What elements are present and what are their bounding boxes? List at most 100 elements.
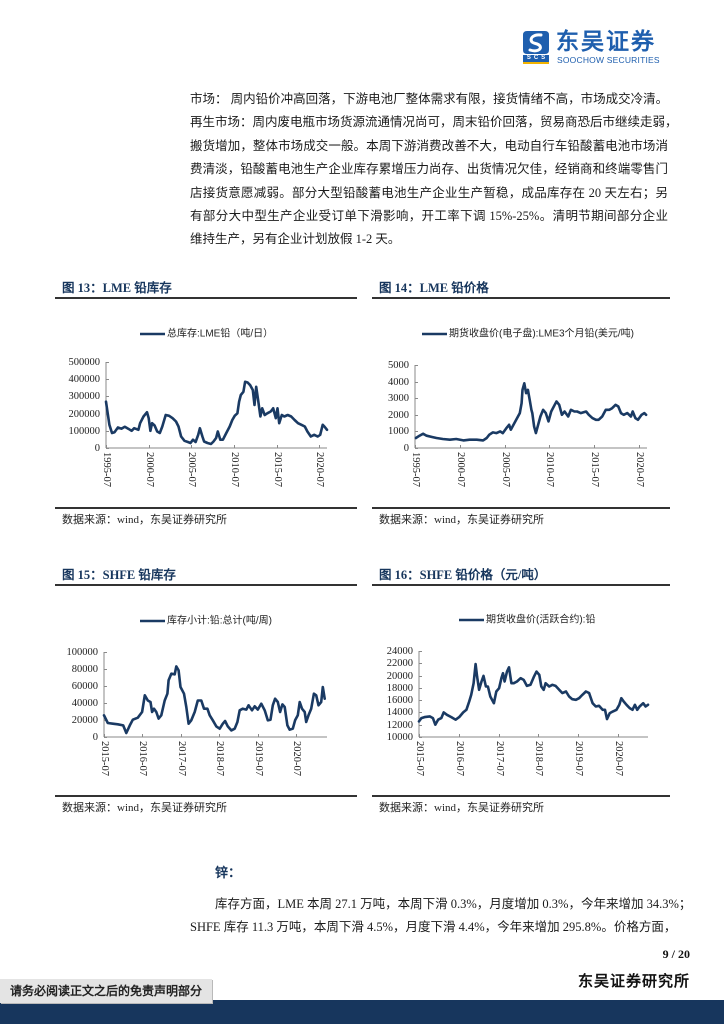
disclaimer-notice: 请务必阅读正文之后的免责声明部分	[0, 979, 212, 1003]
x-tick-label: 2010-07	[229, 452, 240, 487]
y-tick-label: 0	[93, 732, 98, 743]
x-tick-label: 2020-07	[314, 452, 325, 487]
x-tick-label: 2020-07	[291, 741, 302, 776]
x-tick-label: 1995-07	[101, 452, 112, 487]
y-tick-label: 0	[95, 443, 100, 454]
x-tick-label: 2018-07	[214, 741, 225, 776]
x-tick-label: 2019-07	[573, 741, 584, 776]
x-tick-label: 2015-07	[414, 741, 425, 776]
figure-source: 数据来源：wind，东吴证券研究所	[62, 514, 227, 526]
legend-label: 总库存:LME铅（吨/日）	[167, 327, 273, 340]
shfe-lead-inventory-chart: 库存小计:铅:总计(吨/周) 0 20000 40000 60000 80000 10000…	[67, 614, 327, 776]
data-series-line	[102, 665, 327, 735]
figure-source: 数据来源：wind，东吴证券研究所	[62, 802, 227, 814]
x-tick-label: 2015-07	[99, 741, 110, 776]
y-tick-label: 300000	[69, 391, 101, 402]
figure-source: 数据来源：wind，东吴证券研究所	[379, 802, 544, 814]
y-tick-label: 100000	[67, 647, 99, 658]
footer-org-name: 东吴证券研究所	[577, 974, 690, 990]
figure-source: 数据来源：wind，东吴证券研究所	[379, 514, 544, 526]
y-tick-label: 100000	[69, 426, 101, 437]
y-tick-label: 80000	[72, 664, 98, 675]
page-number: 9 / 20	[662, 947, 690, 961]
x-tick-label: 2020-07	[613, 741, 624, 776]
y-tick-label: 20000	[72, 715, 98, 726]
figure-title-rule	[55, 584, 357, 586]
chart-legend: 期货收盘价(活跃合约):铅	[459, 613, 595, 626]
x-tick-label: 2020-07	[634, 452, 645, 487]
chart-legend: 库存小计:铅:总计(吨/周)	[140, 614, 272, 627]
paragraph-line: 维持生产，另有企业计划放假 1-2 天。	[190, 232, 401, 247]
figure-15-panel: 图 15：SHFE 铅库存 库存小计:铅:总计(吨/周) 0 20000 40000 6…	[55, 565, 357, 825]
soochow-logo-icon	[523, 31, 549, 54]
y-tick-label: 500000	[69, 357, 101, 368]
lead-market-paragraph: 市场： 周内铅价冲高回落，下游电池厂整体需求有限，接货情绪不高，市场成交冷清。 …	[190, 88, 678, 252]
paragraph-line: 费清淡，铅酸蓄电池生产企业库存累增压力尚存、出货情况欠佳，经销商和终端零售门	[190, 162, 668, 177]
x-tick-label: 2015-07	[589, 452, 600, 487]
y-tick-label: 200000	[69, 409, 101, 420]
x-tick-label: 2017-07	[494, 741, 505, 776]
y-tick-label: 2000	[388, 410, 409, 421]
figure-13-panel: 图 13：LME 铅库存 总库存:LME铅（吨/日） 0 100000 200000 3…	[55, 278, 357, 538]
y-tick-label: 40000	[72, 698, 98, 709]
y-tick-label: 0	[404, 443, 409, 454]
figure-title: 图 15：SHFE 铅库存	[62, 568, 176, 582]
figure-title-rule	[372, 584, 670, 586]
paragraph-line: 库存方面，LME 本周 27.1 万吨，本周下滑 0.3%，月度增加 0.3%，…	[215, 897, 692, 911]
x-tick-label: 2000-07	[144, 452, 155, 487]
x-tick-label: 2016-07	[454, 741, 465, 776]
data-series-line	[414, 381, 648, 442]
logo-badge: SCS	[523, 55, 549, 62]
zinc-paragraph: 库存方面，LME 本周 27.1 万吨，本周下滑 0.3%，月度增加 0.3%，…	[190, 893, 692, 940]
y-tick-label: 24000	[387, 646, 413, 657]
y-tick-label: 10000	[387, 732, 413, 743]
y-tick-label: 3000	[388, 393, 409, 404]
figure-title: 图 16：SHFE 铅价格（元/吨）	[379, 568, 547, 582]
x-tick-label: 2015-07	[272, 452, 283, 487]
data-series-line	[104, 380, 329, 446]
y-tick-label: 22000	[387, 658, 413, 669]
legend-label: 库存小计:铅:总计(吨/周)	[167, 614, 272, 627]
y-tick-label: 60000	[72, 681, 98, 692]
paragraph-line: SHFE 库存 11.3 万吨，本周下滑 4.5%，月度下滑 4.4%，今年来增…	[190, 920, 677, 935]
zinc-section-heading: 锌：	[215, 865, 242, 880]
y-tick-label: 16000	[387, 695, 413, 706]
x-tick-label: 2017-07	[176, 741, 187, 776]
figure-16-panel: 图 16：SHFE 铅价格（元/吨） 期货收盘价(活跃合约):铅 10000 120…	[372, 565, 670, 825]
figure-title: 图 13：LME 铅库存	[62, 281, 172, 295]
figure-14-panel: 图 14：LME 铅价格 期货收盘价(电子盘):LME3个月铅(美元/吨) 0 10…	[372, 278, 670, 538]
figure-title-rule	[55, 297, 357, 299]
lme-lead-price-chart: 期货收盘价(电子盘):LME3个月铅(美元/吨) 0 1000 2000 3000 400…	[388, 327, 648, 487]
paragraph-line: 市场： 周内铅价冲高回落，下游电池厂整体需求有限，接货情绪不高，市场成交冷清。	[190, 92, 669, 106]
paragraph-line: 再生市场：周内废电瓶市场货源流通情况尚可，周末铅价回落，贸易商恐后市继续走弱，	[190, 115, 678, 130]
x-tick-label: 2000-07	[455, 452, 466, 487]
x-tick-label: 1995-07	[410, 452, 421, 487]
y-tick-label: 12000	[387, 720, 413, 731]
paragraph-line: 搬货增加，整体市场成交一般。本周下游消费改善不大，电动自行车铅酸蓄电池市场消	[190, 138, 668, 153]
y-tick-label: 4000	[388, 377, 409, 388]
chart-legend: 期货收盘价(电子盘):LME3个月铅(美元/吨)	[422, 327, 634, 340]
logo-accent-bar	[523, 62, 549, 64]
legend-label: 期货收盘价(电子盘):LME3个月铅(美元/吨)	[449, 327, 634, 340]
x-tick-label: 2019-07	[253, 741, 264, 776]
footer-band	[0, 1000, 724, 1024]
data-series-line	[417, 662, 650, 726]
soochow-securities-logo: SCS 东吴证券 SOOCHOW SECURITIES	[520, 28, 680, 68]
chart-legend: 总库存:LME铅（吨/日）	[140, 327, 273, 340]
paragraph-line: 店接货意愿减弱。部分大型铅酸蓄电池生产企业生产暂稳，成品库存在 20 天左右；另	[190, 185, 668, 200]
figure-bottom-rule	[372, 795, 670, 797]
x-tick-label: 2016-07	[137, 741, 148, 776]
figure-bottom-rule	[55, 507, 357, 509]
logo-name-en: SOOCHOW SECURITIES	[557, 55, 660, 65]
x-tick-label: 2005-07	[500, 452, 511, 487]
x-tick-label: 2005-07	[186, 452, 197, 487]
x-tick-label: 2010-07	[544, 452, 555, 487]
figure-bottom-rule	[372, 507, 670, 509]
x-tick-label: 2018-07	[533, 741, 544, 776]
shfe-lead-price-chart: 期货收盘价(活跃合约):铅100001200014000160001800020…	[387, 613, 650, 776]
figure-bottom-rule	[55, 795, 357, 797]
paragraph-line: 有部分大中型生产企业受订单下滑影响，开工率下调 15%-25%。清明节期间部分企…	[190, 208, 668, 223]
lme-lead-inventory-chart: 总库存:LME铅（吨/日） 0 100000 200000 300000 400000 50…	[69, 327, 329, 487]
y-tick-label: 5000	[388, 360, 409, 371]
y-tick-label: 14000	[387, 707, 413, 718]
